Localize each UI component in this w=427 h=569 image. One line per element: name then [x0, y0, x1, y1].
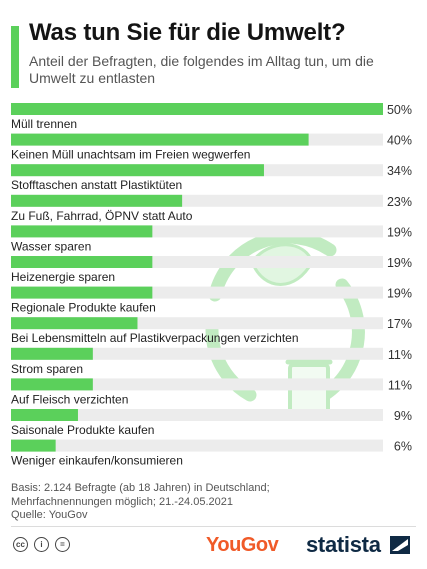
bar-value-label: 19%: [387, 287, 412, 301]
by-icon[interactable]: i: [34, 537, 49, 552]
bar-value-label: 11%: [388, 378, 412, 392]
category-label: Auf Fleisch verzichten: [11, 392, 128, 406]
bar-1: [11, 133, 309, 146]
bar-track: [11, 347, 383, 360]
bar-track: [11, 439, 383, 452]
title-accent-bar: [11, 26, 19, 88]
yougov-logo[interactable]: YouGov: [206, 534, 279, 556]
bar-9: [11, 378, 93, 391]
bar-5: [11, 256, 153, 268]
bar-value-label: 11%: [388, 348, 412, 362]
bar-value-label: 19%: [387, 256, 412, 270]
bar-6: [11, 286, 153, 299]
bar-value-label: 23%: [387, 195, 412, 209]
footer-divider: [11, 526, 416, 527]
bar-track: [11, 378, 383, 391]
category-label: Weniger einkaufen/konsumieren: [11, 454, 183, 468]
license-icons: cc i =: [13, 537, 70, 552]
bar-8: [11, 347, 93, 360]
bar-value-label: 6%: [394, 440, 412, 454]
bar-3: [11, 194, 183, 207]
footnote-source: Quelle: YouGov: [11, 509, 88, 521]
footnote-basis: Basis: 2.124 Befragte (ab 18 Jahren) in …: [11, 482, 270, 494]
bar-11: [11, 439, 56, 452]
bar-2: [11, 164, 264, 177]
footnote: Basis: 2.124 Befragte (ab 18 Jahren) in …: [11, 482, 411, 523]
statista-logo-mark-icon: [390, 536, 410, 554]
statista-logo[interactable]: statista: [306, 532, 381, 557]
footnote-notes: Mehrfachnennungen möglich; 21.-24.05.202…: [11, 495, 233, 508]
page-subtitle: Anteil der Befragten, die folgendes im A…: [29, 53, 374, 86]
bar-chart: 50% Müll trennen 40% Keinen Müll unachtsam …: [11, 103, 412, 468]
bar-10: [11, 409, 78, 421]
category-label: Regionale Produkte kaufen: [11, 301, 156, 315]
bar-value-label: 40%: [387, 134, 412, 148]
category-label: Zu Fuß, Fahrrad, ÖPNV statt Auto: [11, 209, 193, 223]
cc-icon[interactable]: cc: [13, 537, 28, 552]
bar-value-label: 34%: [387, 164, 412, 178]
category-label: Bei Lebensmitteln auf Plastikverpackunge…: [11, 331, 299, 345]
bar-value-label: 19%: [387, 225, 412, 239]
bar-value-label: 50%: [387, 103, 412, 117]
category-label: Wasser sparen: [11, 239, 91, 253]
category-label: Saisonale Produkte kaufen: [11, 423, 154, 437]
category-label: Strom sparen: [11, 362, 83, 376]
category-label: Stofftaschen anstatt Plastiktüten: [11, 178, 182, 192]
bar-4: [11, 225, 153, 238]
bar-7: [11, 317, 138, 330]
category-label: Keinen Müll unachtsam im Freien wegwerfe…: [11, 148, 250, 162]
nd-icon[interactable]: =: [55, 537, 70, 552]
bar-value-label: 17%: [387, 317, 412, 331]
page-title: Was tun Sie für die Umwelt?: [29, 19, 346, 46]
category-label: Heizenergie sparen: [11, 270, 115, 284]
bar-0: [11, 103, 383, 115]
bar-track: [11, 409, 383, 421]
category-label: Müll trennen: [11, 117, 77, 131]
bar-value-label: 9%: [394, 409, 412, 423]
